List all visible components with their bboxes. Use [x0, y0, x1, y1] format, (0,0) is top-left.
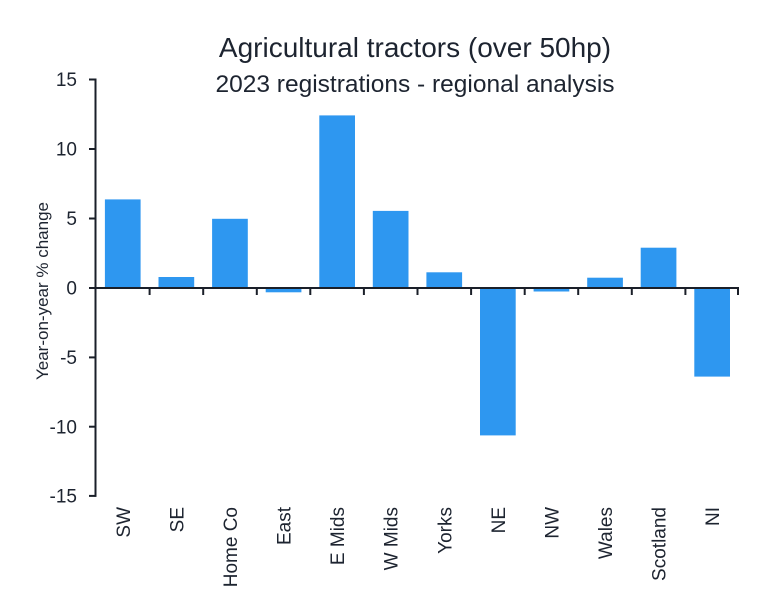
svg-text:E Mids: E Mids: [328, 507, 349, 565]
svg-text:NI: NI: [703, 507, 724, 526]
svg-text:5: 5: [66, 209, 77, 230]
svg-text:Home Co: Home Co: [221, 507, 242, 587]
svg-text:Agricultural tractors (over 50: Agricultural tractors (over 50hp): [219, 32, 611, 63]
svg-text:15: 15: [56, 70, 77, 91]
svg-text:10: 10: [56, 140, 77, 161]
svg-text:-15: -15: [50, 487, 77, 508]
svg-text:Wales: Wales: [596, 507, 617, 559]
svg-text:0: 0: [66, 279, 77, 300]
svg-text:NE: NE: [489, 507, 510, 533]
svg-text:-5: -5: [60, 348, 77, 369]
svg-text:Scotland: Scotland: [650, 507, 671, 581]
svg-text:-10: -10: [50, 417, 77, 438]
svg-text:SE: SE: [167, 507, 188, 532]
svg-text:NW: NW: [542, 507, 563, 539]
svg-text:Yorks: Yorks: [435, 507, 456, 554]
svg-text:2023 registrations - regional: 2023 registrations - regional analysis: [215, 71, 614, 98]
svg-text:W Mids: W Mids: [382, 507, 403, 570]
svg-text:Year-on-year % change: Year-on-year % change: [33, 202, 52, 380]
svg-text:East: East: [275, 506, 296, 545]
svg-text:SW: SW: [114, 507, 135, 538]
